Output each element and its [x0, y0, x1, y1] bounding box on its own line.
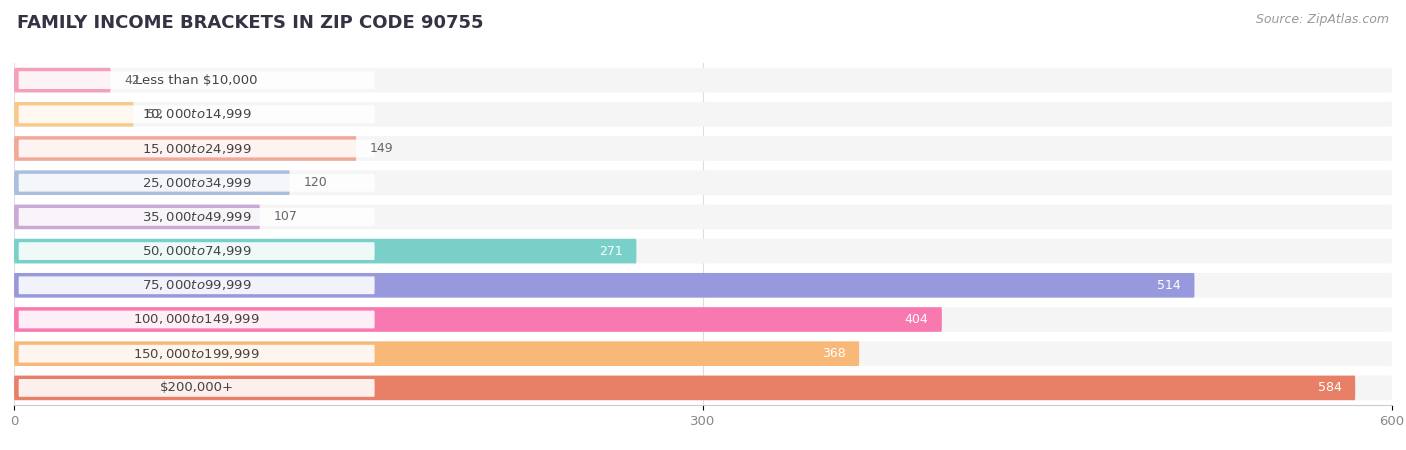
Text: Less than $10,000: Less than $10,000: [135, 74, 257, 86]
FancyBboxPatch shape: [18, 208, 374, 226]
Text: 120: 120: [304, 176, 328, 189]
Text: $25,000 to $34,999: $25,000 to $34,999: [142, 176, 252, 190]
Text: $10,000 to $14,999: $10,000 to $14,999: [142, 107, 252, 122]
Text: $200,000+: $200,000+: [160, 382, 233, 394]
Text: $15,000 to $24,999: $15,000 to $24,999: [142, 141, 252, 156]
FancyBboxPatch shape: [18, 276, 374, 294]
FancyBboxPatch shape: [14, 68, 111, 92]
Text: 271: 271: [599, 245, 623, 257]
FancyBboxPatch shape: [14, 68, 1392, 92]
FancyBboxPatch shape: [14, 239, 637, 263]
FancyBboxPatch shape: [14, 273, 1392, 297]
Text: $150,000 to $199,999: $150,000 to $199,999: [134, 346, 260, 361]
FancyBboxPatch shape: [14, 239, 1392, 263]
FancyBboxPatch shape: [18, 242, 374, 260]
FancyBboxPatch shape: [18, 71, 374, 89]
FancyBboxPatch shape: [14, 171, 1392, 195]
FancyBboxPatch shape: [14, 205, 1392, 229]
Text: 368: 368: [821, 347, 845, 360]
FancyBboxPatch shape: [14, 136, 1392, 161]
Text: 584: 584: [1317, 382, 1341, 394]
FancyBboxPatch shape: [14, 273, 1195, 297]
Text: 42: 42: [124, 74, 141, 86]
FancyBboxPatch shape: [14, 205, 260, 229]
FancyBboxPatch shape: [18, 105, 374, 123]
FancyBboxPatch shape: [14, 376, 1392, 400]
FancyBboxPatch shape: [14, 136, 356, 161]
Text: Source: ZipAtlas.com: Source: ZipAtlas.com: [1256, 14, 1389, 27]
Text: $35,000 to $49,999: $35,000 to $49,999: [142, 210, 252, 224]
FancyBboxPatch shape: [18, 140, 374, 158]
FancyBboxPatch shape: [14, 171, 290, 195]
FancyBboxPatch shape: [14, 102, 134, 126]
FancyBboxPatch shape: [18, 174, 374, 192]
FancyBboxPatch shape: [14, 342, 1392, 366]
Text: 52: 52: [148, 108, 163, 121]
Text: $50,000 to $74,999: $50,000 to $74,999: [142, 244, 252, 258]
Text: 149: 149: [370, 142, 394, 155]
FancyBboxPatch shape: [14, 102, 1392, 126]
Text: $100,000 to $149,999: $100,000 to $149,999: [134, 312, 260, 327]
Text: 404: 404: [904, 313, 928, 326]
Text: 514: 514: [1157, 279, 1181, 292]
FancyBboxPatch shape: [18, 345, 374, 363]
Text: $75,000 to $99,999: $75,000 to $99,999: [142, 278, 252, 293]
FancyBboxPatch shape: [18, 310, 374, 328]
FancyBboxPatch shape: [18, 379, 374, 397]
FancyBboxPatch shape: [14, 342, 859, 366]
FancyBboxPatch shape: [14, 307, 942, 332]
Text: 107: 107: [274, 211, 298, 223]
FancyBboxPatch shape: [14, 307, 1392, 332]
Text: FAMILY INCOME BRACKETS IN ZIP CODE 90755: FAMILY INCOME BRACKETS IN ZIP CODE 90755: [17, 14, 484, 32]
FancyBboxPatch shape: [14, 376, 1355, 400]
